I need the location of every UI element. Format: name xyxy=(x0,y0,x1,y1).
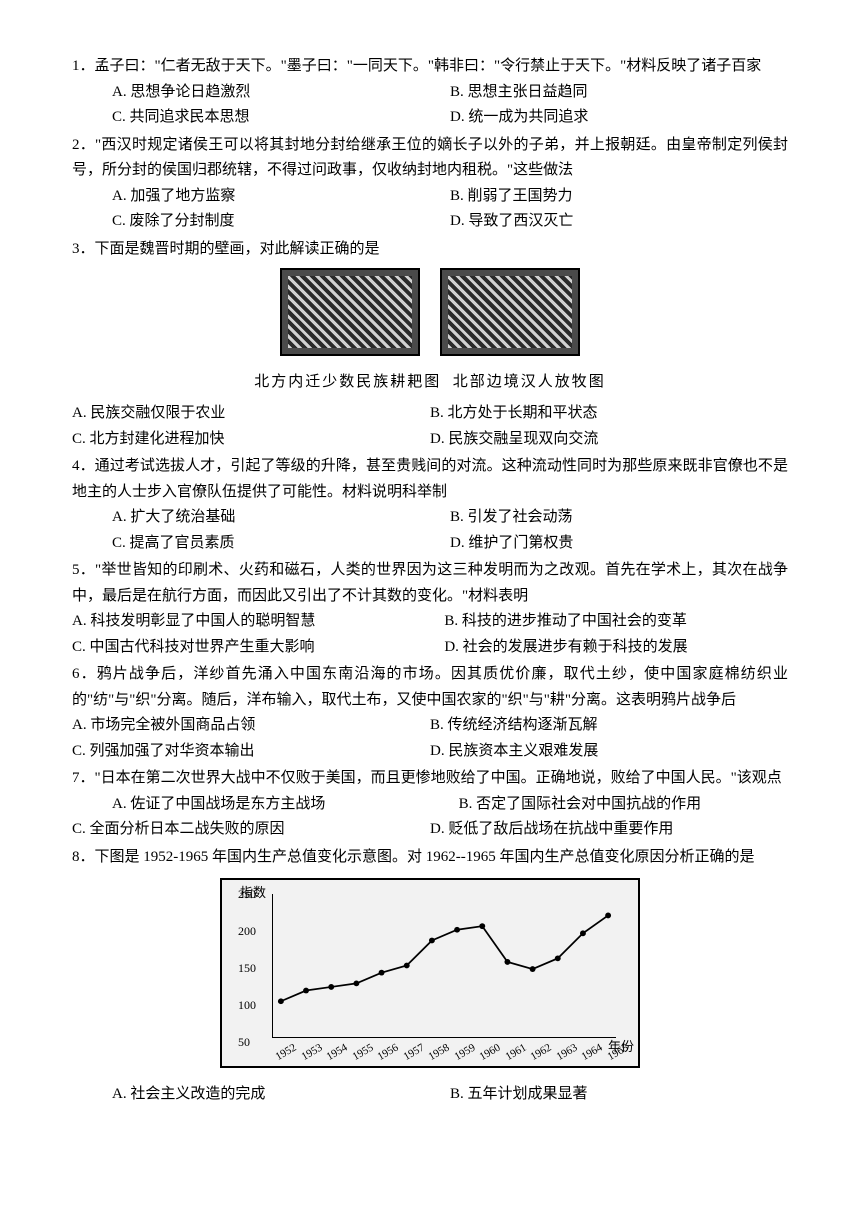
q2-opt-b: B. 削弱了王国势力 xyxy=(450,184,788,210)
q6-opt-d: D. 民族资本主义艰难发展 xyxy=(430,739,598,765)
question-4-text: 4．通过考试选拔人才，引起了等级的升降，甚至贵贱间的对流。这种流动性同时为那些原… xyxy=(72,454,788,505)
q3-opt-a: A. 民族交融仅限于农业 xyxy=(72,401,430,427)
q3-opt-d: D. 民族交融呈现双向交流 xyxy=(430,427,788,453)
question-7-text: 7．"日本在第二次世界大战中不仅败于美国，而且更惨地败给了中国。正确地说，败给了… xyxy=(72,766,788,792)
question-6-options: A. 市场完全被外国商品占领B. 传统经济结构逐渐瓦解 C. 列强加强了对华资本… xyxy=(72,713,788,764)
q7-opt-c: C. 全面分析日本二战失败的原因 xyxy=(72,817,430,843)
q1-opt-c: C. 共同追求民本思想 xyxy=(112,105,450,131)
q3-opt-b: B. 北方处于长期和平状态 xyxy=(430,401,788,427)
q5-opt-a: A. 科技发明彰显了中国人的聪明智慧 xyxy=(72,609,444,635)
q8-chart-wrap: 指数 50100150200250 1952195319541955195619… xyxy=(72,878,788,1078)
question-3-options: A. 民族交融仅限于农业B. 北方处于长期和平状态 C. 北方封建化进程加快D.… xyxy=(72,401,788,452)
question-7-options: A. 佐证了中国战场是东方主战场B. 否定了国际社会对中国抗战的作用 C. 全面… xyxy=(72,792,788,843)
question-2-text: 2．"西汉时规定诸侯王可以将其封地分封给继承王位的嫡长子以外的子弟，并上报朝廷。… xyxy=(72,133,788,184)
q7-opt-a: A. 佐证了中国战场是东方主战场 xyxy=(72,792,459,818)
q2-opt-c: C. 废除了分封制度 xyxy=(112,209,450,235)
question-2: 2．"西汉时规定诸侯王可以将其封地分封给继承王位的嫡长子以外的子弟，并上报朝廷。… xyxy=(72,133,788,235)
q7-opt-d: D. 贬低了敌后战场在抗战中重要作用 xyxy=(430,821,673,837)
q6-opt-a: A. 市场完全被外国商品占领 xyxy=(72,713,430,739)
mural-image-right xyxy=(440,268,580,356)
question-2-options: A. 加强了地方监察 B. 削弱了王国势力 C. 废除了分封制度 D. 导致了西… xyxy=(72,184,788,235)
question-3: 3．下面是魏晋时期的壁画，对此解读正确的是 北方内迁少数民族耕耙图 北部边境汉人… xyxy=(72,237,788,453)
q4-opt-d: D. 维护了门第权贵 xyxy=(450,531,788,557)
q6-opt-b: B. 传统经济结构逐渐瓦解 xyxy=(430,713,598,739)
question-1: 1．孟子曰："仁者无敌于天下。"墨子曰："一同天下。"韩非曰："令行禁止于天下。… xyxy=(72,54,788,131)
q7-opt-b: B. 否定了国际社会对中国抗战的作用 xyxy=(459,796,702,812)
q3-image-row: 北方内迁少数民族耕耙图 北部边境汉人放牧图 xyxy=(72,268,788,395)
mural-image-left xyxy=(280,268,420,356)
q2-opt-d: D. 导致了西汉灭亡 xyxy=(450,209,788,235)
question-5: 5．"举世皆知的印刷术、火药和磁石，人类的世界因为这三种发明而为之改观。首先在学… xyxy=(72,558,788,660)
q2-opt-a: A. 加强了地方监察 xyxy=(112,184,450,210)
q4-opt-b: B. 引发了社会动荡 xyxy=(450,505,788,531)
question-1-options: A. 思想争论日趋激烈 B. 思想主张日益趋同 C. 共同追求民本思想 D. 统… xyxy=(72,80,788,131)
question-8-options: A. 社会主义改造的完成 B. 五年计划成果显著 xyxy=(72,1082,788,1108)
question-4: 4．通过考试选拔人才，引起了等级的升降，甚至贵贱间的对流。这种流动性同时为那些原… xyxy=(72,454,788,556)
q5-opt-d: D. 社会的发展进步有赖于科技的发展 xyxy=(444,635,687,661)
q8-opt-a: A. 社会主义改造的完成 xyxy=(112,1082,450,1108)
q8-opt-b: B. 五年计划成果显著 xyxy=(450,1082,788,1108)
q4-opt-a: A. 扩大了统治基础 xyxy=(112,505,450,531)
chart-plot-area xyxy=(272,894,616,1038)
question-6: 6．鸦片战争后，洋纱首先涌入中国东南沿海的市场。因其质优价廉，取代土纱，使中国家… xyxy=(72,662,788,764)
question-5-text: 5．"举世皆知的印刷术、火药和磁石，人类的世界因为这三种发明而为之改观。首先在学… xyxy=(72,558,788,609)
question-7: 7．"日本在第二次世界大战中不仅败于美国，而且更惨地败给了中国。正确地说，败给了… xyxy=(72,766,788,843)
question-4-options: A. 扩大了统治基础 B. 引发了社会动荡 C. 提高了官员素质 D. 维护了门… xyxy=(72,505,788,556)
q5-opt-c: C. 中国古代科技对世界产生重大影响 xyxy=(72,635,444,661)
gdp-chart: 指数 50100150200250 1952195319541955195619… xyxy=(220,878,640,1068)
q6-opt-c: C. 列强加强了对华资本输出 xyxy=(72,739,430,765)
q1-opt-a: A. 思想争论日趋激烈 xyxy=(112,80,450,106)
question-3-text: 3．下面是魏晋时期的壁画，对此解读正确的是 xyxy=(72,237,788,263)
x-axis-label: 年份 xyxy=(608,1036,634,1058)
question-1-text: 1．孟子曰："仁者无敌于天下。"墨子曰："一同天下。"韩非曰："令行禁止于天下。… xyxy=(72,54,788,80)
q5-opt-b: B. 科技的进步推动了中国社会的变革 xyxy=(444,609,687,635)
question-6-text: 6．鸦片战争后，洋纱首先涌入中国东南沿海的市场。因其质优价廉，取代土纱，使中国家… xyxy=(72,662,788,713)
question-5-options: A. 科技发明彰显了中国人的聪明智慧B. 科技的进步推动了中国社会的变革 C. … xyxy=(72,609,788,660)
q4-opt-c: C. 提高了官员素质 xyxy=(112,531,450,557)
q1-opt-d: D. 统一成为共同追求 xyxy=(450,105,788,131)
q3-opt-c: C. 北方封建化进程加快 xyxy=(72,427,430,453)
question-8-text: 8．下图是 1952-1965 年国内生产总值变化示意图。对 1962--196… xyxy=(72,845,788,871)
caption-left: 北方内迁少数民族耕耙图 xyxy=(254,374,441,390)
line-chart-svg xyxy=(273,894,616,1037)
caption-right: 北部边境汉人放牧图 xyxy=(453,374,606,390)
question-8: 8．下图是 1952-1965 年国内生产总值变化示意图。对 1962--196… xyxy=(72,845,788,1108)
q1-opt-b: B. 思想主张日益趋同 xyxy=(450,80,788,106)
q3-image-caption: 北方内迁少数民族耕耙图 北部边境汉人放牧图 xyxy=(72,370,788,396)
